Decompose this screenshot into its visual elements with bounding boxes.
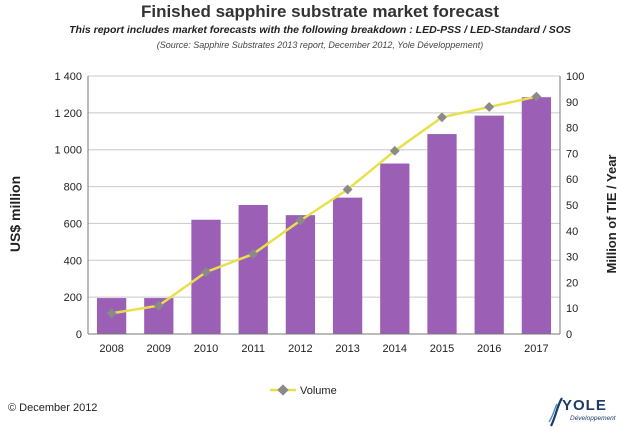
x-tick-label: 2014 xyxy=(383,343,407,355)
volume-point-2017 xyxy=(531,91,542,102)
y-tick-label-right: 90 xyxy=(566,97,578,109)
copyright-text: © December 2012 xyxy=(8,402,98,414)
y-tick-label-left: 600 xyxy=(64,218,82,230)
bar-2017 xyxy=(521,97,552,334)
x-tick-label: 2016 xyxy=(477,343,501,355)
y-tick-label-left: 200 xyxy=(64,292,82,304)
y-tick-label-left: 1 400 xyxy=(54,71,82,83)
legend-volume-marker xyxy=(277,384,289,396)
volume-point-2012 xyxy=(295,215,306,226)
y-axis-label-left: US$ million xyxy=(7,176,23,252)
chart-source-note: (Source: Sapphire Substrates 2013 report… xyxy=(156,40,484,50)
x-tick-label: 2008 xyxy=(99,343,123,355)
y-tick-label-right: 80 xyxy=(566,123,578,135)
yole-logo: YOLE Développement xyxy=(548,394,634,430)
y-tick-label-right: 70 xyxy=(566,148,578,160)
bar-2011 xyxy=(238,205,268,334)
volume-point-2014 xyxy=(389,145,400,156)
logo-text: YOLE xyxy=(562,397,607,414)
volume-point-2016 xyxy=(484,102,495,112)
chart-subtitle: This report includes market forecasts wi… xyxy=(69,24,571,36)
volume-point-2013 xyxy=(342,184,353,195)
y-tick-label-right: 30 xyxy=(566,252,578,264)
y-tick-label-right: 40 xyxy=(566,226,578,238)
bar-series xyxy=(96,97,552,334)
y-tick-label-right: 50 xyxy=(566,200,578,212)
bar-2016 xyxy=(474,115,504,334)
y-tick-label-left: 400 xyxy=(64,255,82,267)
bar-2015 xyxy=(427,134,457,334)
y-tick-label-right: 100 xyxy=(566,71,584,83)
y-tick-label-right: 60 xyxy=(566,174,578,186)
x-tick-label: 2011 xyxy=(241,343,265,355)
volume-line xyxy=(111,95,537,315)
volume-point-2009 xyxy=(153,300,164,311)
x-tick-label: 2015 xyxy=(430,343,454,355)
tick-labels: 0 200 400 600 800 1 000 1 200 1 400 0 10 20 30 40 50 6… xyxy=(54,71,584,355)
logo-swoosh-icon xyxy=(548,397,563,427)
y-tick-label-right: 10 xyxy=(566,303,578,315)
volume-point-2011 xyxy=(248,249,259,259)
x-tick-label: 2012 xyxy=(288,343,312,355)
y-tick-label-right: 20 xyxy=(566,277,578,289)
x-tick-label: 2009 xyxy=(147,343,171,355)
volume-point-2010 xyxy=(201,267,211,278)
x-tick-label: 2017 xyxy=(524,343,548,355)
x-tick-label: 2010 xyxy=(194,343,218,355)
y-tick-label-left: 800 xyxy=(64,182,82,194)
legend-volume-label: Volume xyxy=(300,385,337,397)
y-tick-label-left: 1 000 xyxy=(54,145,82,157)
chart-title: Finished sapphire substrate market forec… xyxy=(140,2,500,21)
axes xyxy=(87,76,561,335)
bar-2014 xyxy=(380,163,410,334)
logo-subtext: Développement xyxy=(570,415,616,422)
y-tick-label-left: 1 200 xyxy=(54,108,82,120)
x-tick-label: 2013 xyxy=(335,343,359,355)
chart-legend: Volume xyxy=(270,384,337,397)
bar-2012 xyxy=(285,215,316,334)
y-tick-label-left: 0 xyxy=(76,329,82,341)
y-axis-label-right: Million of TIE / Year xyxy=(604,155,619,274)
volume-line-series xyxy=(106,91,542,319)
bar-2013 xyxy=(332,197,363,334)
y-tick-label-right: 0 xyxy=(566,329,572,341)
